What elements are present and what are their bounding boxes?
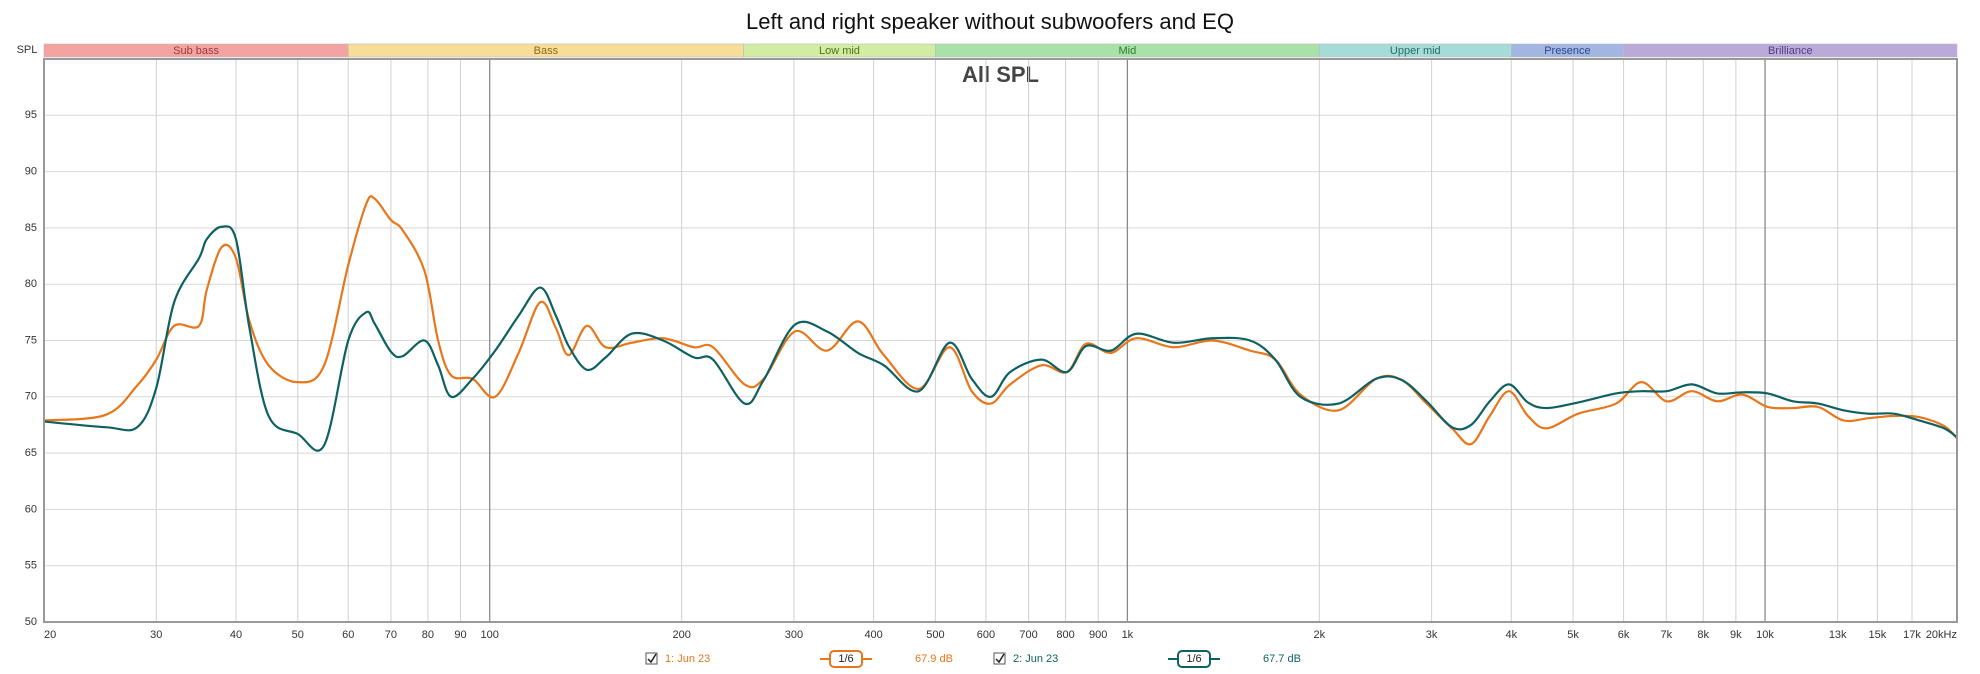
y-tick-label: 65 [25,447,37,459]
y-tick-label: 90 [25,166,37,178]
x-tick-label: 80 [422,629,434,641]
x-tick-label: 4k [1505,629,1517,641]
x-tick-label: 60 [342,629,354,641]
band-label: Upper mid [1390,45,1441,57]
y-tick-label: 50 [25,616,37,628]
legend-label: 1: Jun 23 [665,653,710,665]
y-axis-label: SPL [17,44,38,56]
band-label: Presence [1544,45,1590,57]
x-tick-label: 400 [864,629,882,641]
x-tick-label: 900 [1089,629,1107,641]
x-tick-label: 50 [292,629,304,641]
legend-smoothing: 1/6 [838,653,853,665]
x-tick-label: 15k [1868,629,1886,641]
band-label: Brilliance [1768,45,1813,57]
x-tick-label: 40 [230,629,242,641]
band [1623,43,1958,58]
x-tick-label: 700 [1019,629,1037,641]
x-tick-label: 800 [1056,629,1074,641]
y-tick-label: 85 [25,222,37,234]
x-tick-label: 500 [926,629,944,641]
legend-smoothing: 1/6 [1186,653,1201,665]
x-tick-label: 3k [1426,629,1438,641]
x-tick-label: 90 [454,629,466,641]
x-tick-label: 20 [44,629,56,641]
legend-check [995,653,1005,664]
y-tick-label: 80 [25,278,37,290]
legend-label: 2: Jun 23 [1013,653,1058,665]
x-tick-label: 5k [1567,629,1579,641]
x-tick-label: 100 [481,629,499,641]
legend-checkbox[interactable] [645,652,658,665]
x-tick-label: 2k [1314,629,1326,641]
x-tick-label: 10k [1756,629,1774,641]
x-tick-label: 600 [977,629,995,641]
band-label: Bass [534,45,559,57]
y-tick-label: 95 [25,109,37,121]
y-tick-label: 70 [25,391,37,403]
legend-level: 67.9 dB [915,653,953,665]
x-tick-label: 300 [785,629,803,641]
x-tick-label: 7k [1660,629,1672,641]
chart-title: Left and right speaker without subwoofer… [746,9,1234,34]
x-tick-label: 6k [1618,629,1630,641]
legend-checkbox[interactable] [993,652,1006,665]
x-tick-label: 8k [1697,629,1709,641]
x-tick-label: 13k [1829,629,1847,641]
x-tick-label: 20kHz [1926,629,1957,641]
plot-border [43,58,1958,623]
legend-smoothing-box [1177,650,1211,668]
y-tick-label: 75 [25,334,37,346]
legend-level: 67.7 dB [1263,653,1301,665]
x-tick-label: 17k [1903,629,1921,641]
x-tick-label: 70 [385,629,397,641]
legend-smoothing-box [829,650,863,668]
y-tick-label: 60 [25,503,37,515]
band-label: Mid [1119,45,1137,57]
y-tick-label: 55 [25,560,37,572]
band-label: Low mid [819,45,860,57]
band-label: Sub bass [173,45,219,57]
x-tick-label: 9k [1730,629,1742,641]
x-tick-label: 30 [150,629,162,641]
x-tick-label: 1k [1122,629,1134,641]
line [43,225,1958,452]
subtitle: All SPL [962,62,1039,87]
x-tick-label: 200 [672,629,690,641]
legend-check [647,653,657,664]
